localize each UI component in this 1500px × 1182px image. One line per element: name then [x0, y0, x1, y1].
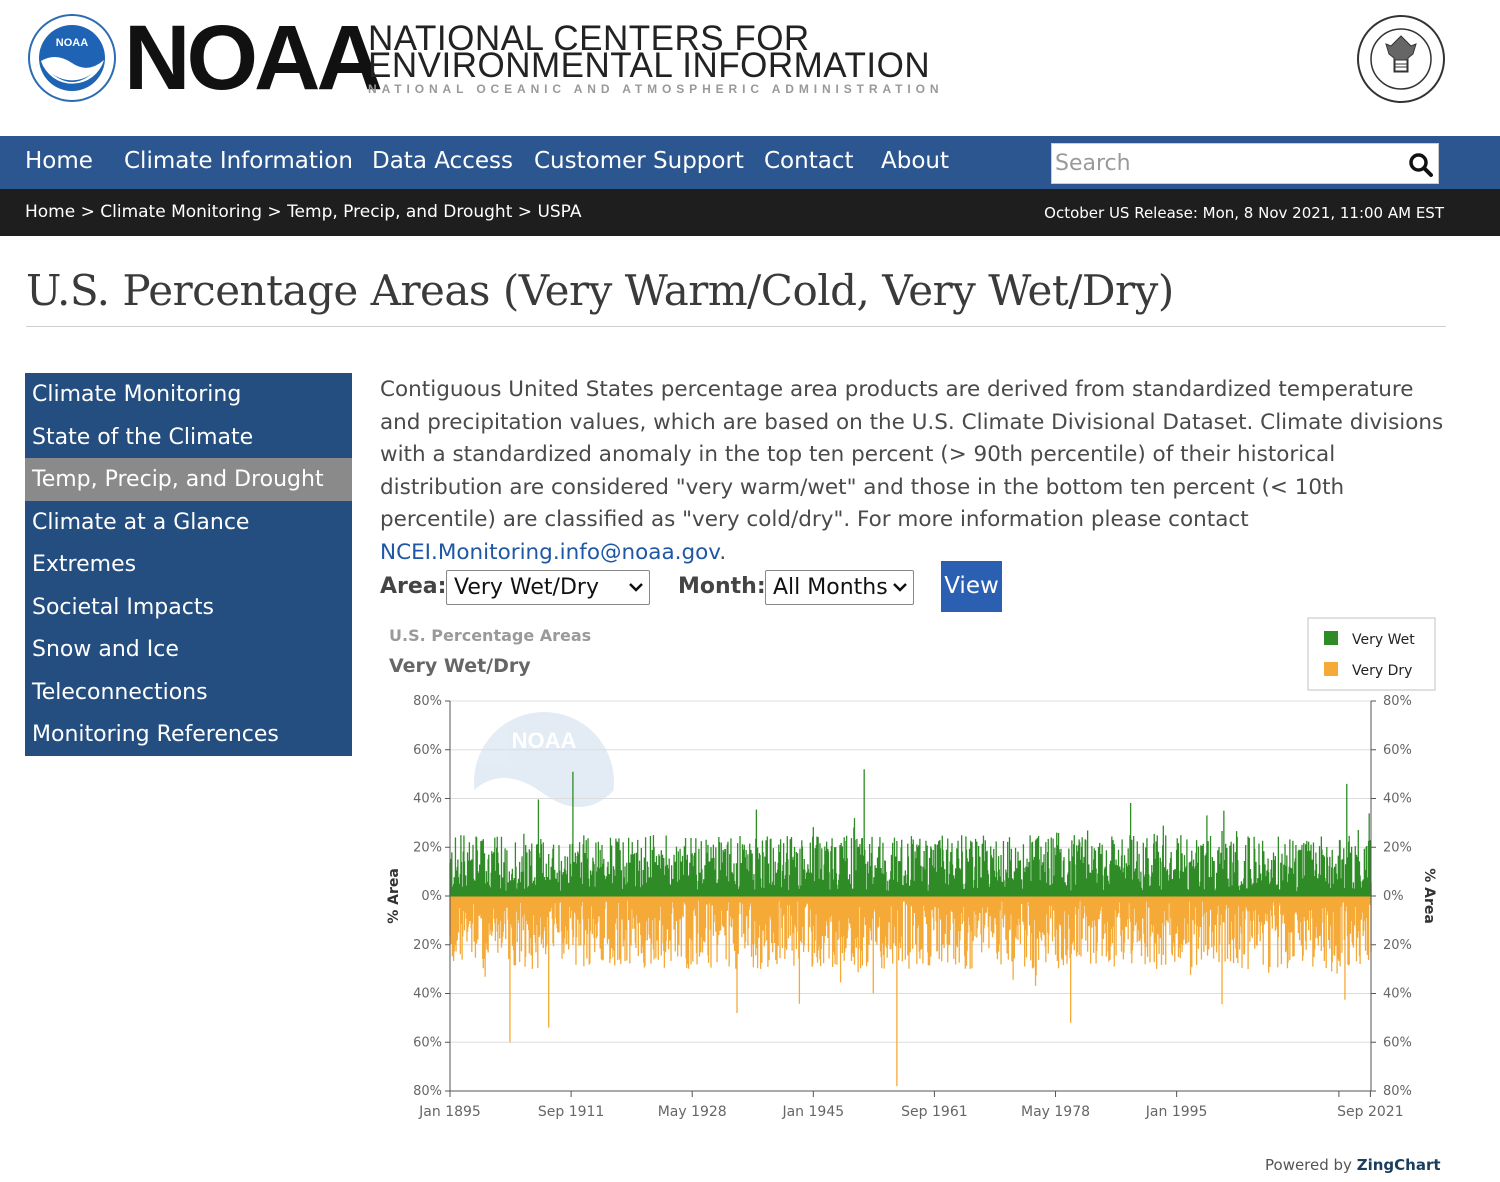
y-tick-label-left: 40%	[413, 987, 442, 1002]
site-header: NOAA NOAA NATIONAL CENTERS FOR ENVIRONME…	[0, 0, 1500, 136]
sidebar-item-societal-impacts[interactable]: Societal Impacts	[32, 595, 214, 620]
nav-about[interactable]: About	[881, 148, 950, 174]
legend-swatch-very-wet[interactable]	[1324, 631, 1338, 645]
sidebar-menu: Climate Monitoring State of the Climate …	[25, 373, 352, 756]
y-tick-label-right: 40%	[1383, 987, 1412, 1002]
y-tick-label-right: 80%	[1383, 694, 1412, 709]
ncei-title-line1: NATIONAL CENTERS FOR	[368, 19, 810, 58]
nav-data-access[interactable]: Data Access	[372, 148, 513, 174]
y-tick-label-right: 0%	[1383, 889, 1404, 904]
intro-text: Contiguous United States percentage area…	[380, 377, 1444, 533]
breadcrumb-current: USPA	[537, 202, 582, 222]
y-tick-label-right: 60%	[1383, 743, 1412, 758]
month-label: Month:	[678, 574, 766, 599]
chevron-down-icon	[893, 583, 907, 592]
legend-label-very-dry[interactable]: Very Dry	[1352, 663, 1412, 679]
credit-brand: ZingChart	[1356, 1156, 1441, 1174]
chart-legend: Very Wet Very Dry	[1307, 617, 1436, 691]
intro-paragraph: Contiguous United States percentage area…	[380, 374, 1450, 570]
x-tick-label: May 1928	[658, 1104, 727, 1120]
y-tick-label-right: 60%	[1383, 1035, 1412, 1050]
sidebar-item-teleconnections[interactable]: Teleconnections	[32, 680, 208, 705]
x-tick-label: May 1978	[1021, 1104, 1090, 1120]
breadcrumb-home[interactable]: Home	[25, 202, 76, 222]
nav-customer-support[interactable]: Customer Support	[534, 148, 744, 174]
breadcrumb-separator: >	[267, 202, 282, 222]
emblem-text: NOAA	[56, 37, 88, 49]
y-tick-label-right: 40%	[1383, 792, 1412, 807]
y-tick-label-left: 20%	[413, 840, 442, 855]
credit-prefix: Powered by	[1265, 1156, 1352, 1174]
search-box	[1051, 143, 1439, 184]
y-tick-label-left: 40%	[413, 792, 442, 807]
month-select[interactable]: All Months	[765, 570, 914, 605]
x-tick-label: Sep 1911	[538, 1104, 604, 1120]
y-tick-label-right: 80%	[1383, 1084, 1412, 1099]
breadcrumb: Home > Climate Monitoring > Temp, Precip…	[25, 202, 581, 222]
nav-climate-information[interactable]: Climate Information	[124, 148, 353, 174]
y-tick-label-left: 80%	[413, 694, 442, 709]
noaa-logo-text[interactable]: NOAA	[124, 7, 383, 109]
area-select[interactable]: Very Wet/Dry	[446, 570, 650, 605]
y-tick-label-left: 60%	[413, 743, 442, 758]
chart-subtitle: Very Wet/Dry	[389, 655, 531, 677]
chart-axes: 80% 80% 60% 60% 40% 40% 20% 20% 0% 0% 20% 20% 40% 40%…	[413, 694, 1412, 1120]
title-divider	[26, 326, 1446, 327]
y-axis-title-right: % Area	[1421, 868, 1437, 924]
very-dry-bars	[449, 896, 1372, 1087]
percentage-area-chart[interactable]: NOAA U.S. Percentage Areas Very Wet/Dry …	[380, 614, 1450, 1134]
legend-swatch-very-dry[interactable]	[1324, 662, 1338, 676]
ncei-subtitle: NATIONAL OCEANIC AND ATMOSPHERIC ADMINIS…	[368, 82, 944, 96]
y-tick-label-left: 0%	[421, 889, 442, 904]
sidebar-item-monitoring-references[interactable]: Monitoring References	[32, 722, 279, 747]
legend-box	[1307, 617, 1436, 691]
watermark-text: NOAA	[512, 728, 577, 753]
search-input[interactable]	[1052, 144, 1392, 183]
page-title: U.S. Percentage Areas (Very Warm/Cold, V…	[26, 266, 1174, 315]
contact-email-link[interactable]: NCEI.Monitoring.info@noaa.gov	[380, 539, 720, 565]
sidebar-item-climate-monitoring[interactable]: Climate Monitoring	[32, 382, 242, 407]
sidebar-item-snow-and-ice[interactable]: Snow and Ice	[32, 637, 179, 662]
main-navigation: Home Climate Information Data Access Cus…	[0, 136, 1500, 189]
nav-home[interactable]: Home	[25, 148, 93, 174]
breadcrumb-separator: >	[517, 202, 533, 222]
sidebar-item-extremes[interactable]: Extremes	[32, 552, 137, 577]
search-icon[interactable]	[1408, 152, 1434, 178]
breadcrumb-temp-precip-drought[interactable]: Temp, Precip, and Drought	[287, 202, 513, 222]
x-tick-label: Sep 2021	[1337, 1104, 1403, 1120]
chart-title: U.S. Percentage Areas	[389, 626, 591, 645]
area-select-value: Very Wet/Dry	[454, 575, 599, 600]
ncei-title-line2: ENVIRONMENTAL INFORMATION	[368, 46, 931, 85]
x-tick-label: Jan 1895	[418, 1104, 481, 1120]
legend-label-very-wet[interactable]: Very Wet	[1352, 632, 1415, 648]
department-of-commerce-seal-icon[interactable]	[1356, 14, 1446, 104]
sidebar-item-temp-precip-drought[interactable]: Temp, Precip, and Drought	[25, 458, 352, 501]
release-date-text: October US Release: Mon, 8 Nov 2021, 11:…	[1044, 204, 1444, 222]
zingchart-credit[interactable]: Powered by ZingChart	[1265, 1156, 1441, 1174]
y-tick-label-left: 20%	[413, 938, 442, 953]
view-button[interactable]: View	[941, 561, 1002, 612]
breadcrumb-bar: Home > Climate Monitoring > Temp, Precip…	[0, 189, 1500, 236]
very-dry-series	[449, 896, 1372, 1087]
nav-contact[interactable]: Contact	[764, 148, 854, 174]
y-axis-title-left: % Area	[386, 868, 402, 924]
y-tick-label-right: 20%	[1383, 840, 1412, 855]
noaa-emblem-icon[interactable]: NOAA	[28, 14, 116, 102]
breadcrumb-separator: >	[80, 202, 95, 222]
y-tick-label-left: 60%	[413, 1035, 442, 1050]
x-tick-label: Jan 1995	[1145, 1104, 1208, 1120]
x-tick-label: Sep 1961	[901, 1104, 967, 1120]
y-tick-label-left: 80%	[413, 1084, 442, 1099]
sidebar-item-climate-at-a-glance[interactable]: Climate at a Glance	[32, 510, 250, 535]
intro-end: .	[719, 539, 727, 565]
y-tick-label-right: 20%	[1383, 938, 1412, 953]
x-tick-label: Jan 1945	[781, 1104, 844, 1120]
breadcrumb-climate-monitoring[interactable]: Climate Monitoring	[100, 202, 262, 222]
chevron-down-icon	[629, 583, 643, 592]
area-label: Area:	[380, 574, 447, 599]
month-select-value: All Months	[773, 575, 888, 600]
sidebar-item-state-of-the-climate[interactable]: State of the Climate	[32, 425, 254, 450]
